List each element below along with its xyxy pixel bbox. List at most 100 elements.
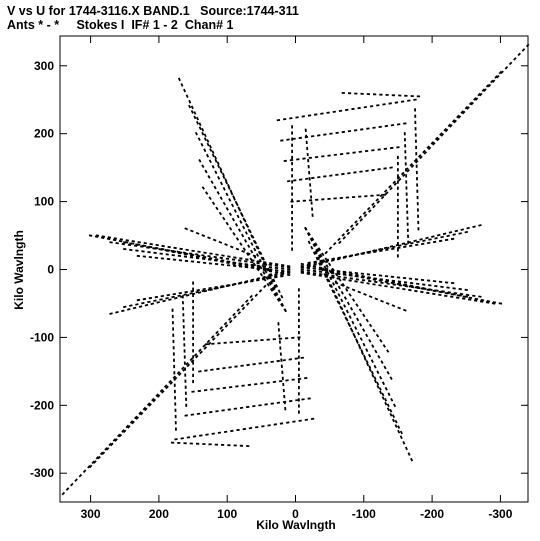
uv-point	[226, 260, 231, 263]
uv-point	[259, 251, 263, 256]
uv-point	[232, 232, 236, 236]
uv-point	[379, 193, 384, 198]
uv-point	[114, 438, 118, 442]
uv-point	[238, 282, 242, 285]
uv-point	[332, 241, 337, 246]
uv-point	[179, 247, 183, 251]
uv-point	[135, 303, 139, 306]
uv-point	[479, 92, 483, 97]
uv-point	[442, 232, 447, 236]
uv-point	[318, 254, 322, 259]
uv-point	[310, 135, 315, 138]
uv-point	[312, 251, 316, 256]
uv-point	[504, 65, 509, 70]
uv-point	[195, 253, 199, 256]
uv-point	[197, 250, 201, 253]
uv-point	[203, 137, 207, 141]
uv-point	[432, 292, 436, 296]
uv-point	[428, 288, 432, 291]
uv-point	[379, 248, 384, 251]
uv-point	[407, 241, 411, 244]
uv-point	[486, 300, 491, 303]
uv-point	[220, 328, 225, 333]
uv-point	[340, 290, 344, 295]
uv-point	[468, 101, 473, 106]
uv-point	[467, 298, 472, 301]
uv-point	[256, 262, 260, 265]
uv-point	[203, 148, 207, 153]
uv-point	[227, 255, 231, 258]
uv-point	[244, 231, 248, 235]
uv-point	[148, 296, 153, 300]
uv-point	[142, 297, 147, 301]
uv-point	[348, 279, 352, 282]
uv-point	[190, 413, 195, 416]
uv-point	[129, 304, 133, 307]
uv-point	[280, 264, 285, 267]
uv-point	[307, 232, 311, 236]
uv-point	[393, 403, 397, 408]
uv-point	[436, 233, 441, 237]
uv-point	[337, 237, 341, 242]
uv-point	[384, 285, 388, 288]
uv-point	[480, 298, 485, 302]
uv-point	[250, 261, 254, 264]
uv-point	[354, 280, 358, 283]
uv-point	[153, 247, 157, 250]
uv-point	[324, 267, 329, 271]
uv-point	[422, 149, 426, 154]
uv-point	[402, 441, 406, 445]
uv-point	[458, 294, 462, 297]
uv-point	[190, 359, 195, 363]
uv-point	[326, 278, 330, 283]
uv-point	[490, 79, 494, 84]
uv-point	[254, 293, 259, 298]
uv-point	[233, 209, 237, 213]
uv-point	[491, 302, 496, 305]
uv-point	[222, 175, 226, 179]
uv-point	[391, 247, 395, 250]
uv-point	[274, 273, 278, 276]
uv-point	[304, 226, 308, 231]
uv-point	[241, 233, 245, 238]
uv-point	[387, 392, 391, 397]
uv-point	[256, 279, 260, 282]
uv-point	[382, 103, 386, 106]
uv-point	[250, 266, 254, 269]
uv-point	[214, 155, 218, 160]
uv-point	[232, 312, 236, 317]
uv-point	[123, 241, 127, 244]
uv-point	[206, 339, 211, 344]
uv-point	[460, 228, 465, 231]
uv-point	[185, 94, 189, 98]
uv-point	[381, 392, 385, 397]
uv-point	[363, 292, 367, 296]
uv-point	[401, 242, 406, 245]
uv-point	[244, 265, 248, 268]
uv-point	[322, 267, 326, 272]
uv-point	[464, 230, 468, 234]
uv-point	[386, 407, 390, 412]
uv-point	[261, 256, 265, 261]
uv-point	[374, 297, 379, 301]
uv-point	[246, 252, 251, 256]
uv-point	[148, 403, 152, 407]
uv-point	[231, 258, 236, 261]
uv-point	[347, 172, 351, 175]
uv-point	[349, 277, 354, 280]
y-tick-label: 200	[34, 127, 54, 141]
uv-point	[410, 457, 414, 462]
uv-point	[360, 349, 364, 353]
uv-point	[268, 270, 273, 273]
x-tick-label: -300	[488, 507, 512, 521]
uv-point	[367, 279, 372, 283]
uv-point	[397, 306, 401, 310]
uv-point	[454, 229, 459, 233]
uv-point	[137, 241, 141, 244]
uv-point	[394, 419, 398, 424]
uv-point	[397, 177, 402, 182]
uv-point	[280, 270, 285, 273]
uv-point	[127, 425, 131, 429]
uv-point	[121, 242, 126, 246]
uv-point	[314, 242, 318, 246]
